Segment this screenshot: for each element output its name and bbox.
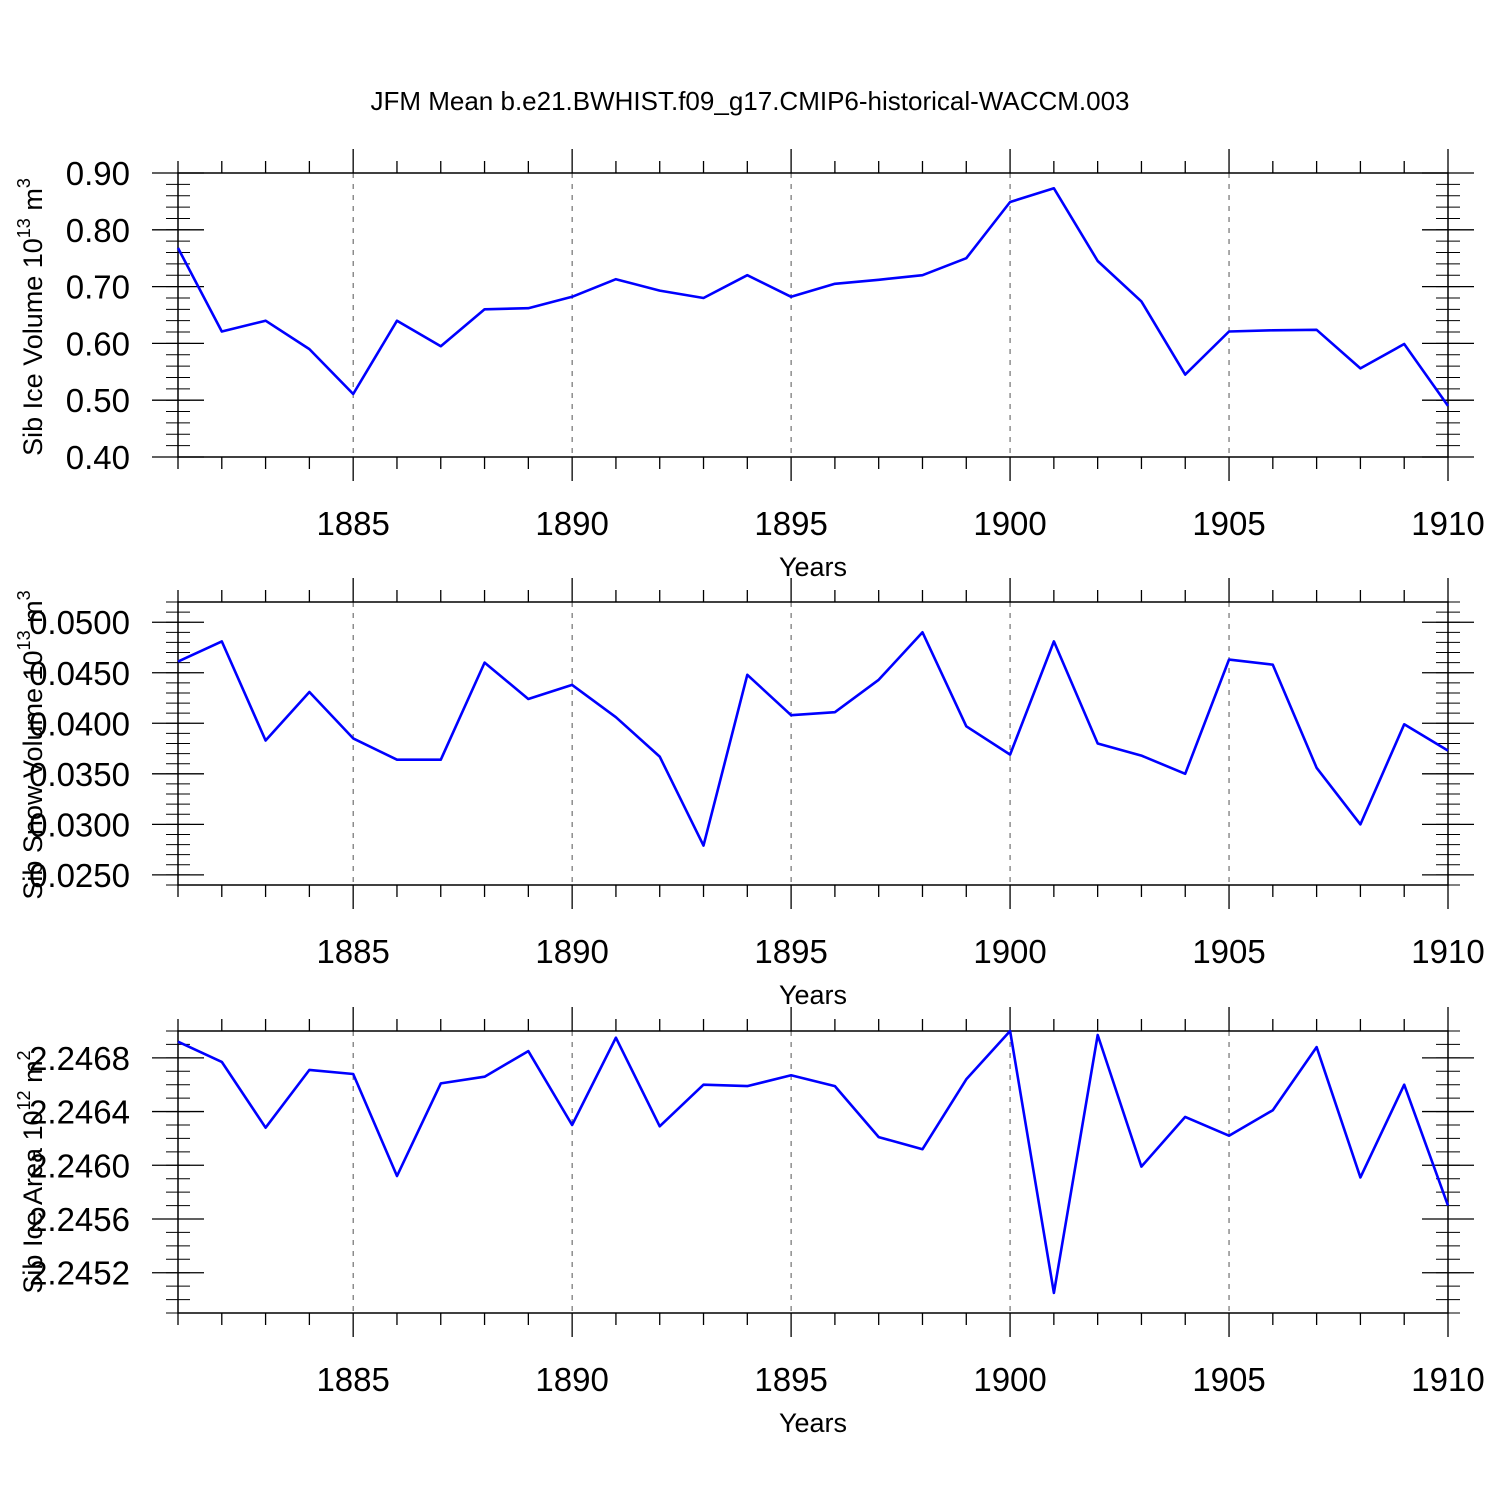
- chart-panel-2: 1885 1890 1895 1900 1905 1910 Years 0.0250 0.030…: [14, 578, 1485, 1010]
- x-axis-label: Years: [779, 980, 847, 1010]
- y-axis-label-main: Sib Ice Volume 10: [18, 238, 48, 456]
- y-axis-label-unit: m: [18, 600, 48, 630]
- y-tick-label: 0.0250: [29, 857, 130, 894]
- x-tick-label: 1910: [1411, 933, 1484, 970]
- y-axis-label-main: Sib Ice Area 10: [18, 1110, 48, 1293]
- y-tick-label: 0.70: [66, 269, 130, 306]
- y-tick-label: 0.0300: [29, 806, 130, 843]
- y-axis-label-unit: m: [18, 188, 48, 218]
- y-axis-label: Sib Ice Volume 1013 m3: [14, 178, 48, 456]
- x-tick-label: 1905: [1192, 933, 1265, 970]
- x-tick-label: 1910: [1411, 505, 1484, 542]
- series-line: [176, 187, 1450, 407]
- y-tick-label: 0.50: [66, 382, 130, 419]
- x-tick-label: 1895: [754, 933, 827, 970]
- x-tick-label: 1895: [754, 1361, 827, 1398]
- y-tick-label: 0.0500: [29, 604, 130, 641]
- y-axis-label: Sib Snow Volume 1013 m3: [14, 590, 48, 899]
- y-axis-label-unit: m: [18, 1060, 48, 1090]
- plot-frame: [177, 172, 1449, 458]
- figure-title: JFM Mean b.e21.BWHIST.f09_g17.CMIP6-hist…: [370, 86, 1129, 116]
- y-tick-label: 0.60: [66, 325, 130, 362]
- plot-frame: [177, 1030, 1449, 1314]
- x-tick-label: 1885: [316, 1361, 389, 1398]
- x-tick-label: 1885: [316, 933, 389, 970]
- series-line: [177, 1029, 1450, 1295]
- y-tick-label: 0.0350: [29, 756, 130, 793]
- y-axis-label-exponent: 12: [14, 1090, 34, 1110]
- y-axis-label-main: Sib Snow Volume 10: [18, 650, 48, 899]
- y-tick-label: 2.2464: [29, 1094, 130, 1131]
- x-tick-label: 1900: [973, 933, 1046, 970]
- x-tick-label: 1905: [1192, 505, 1265, 542]
- y-axis-label-exponent: 13: [14, 630, 34, 650]
- x-axis-label: Years: [779, 552, 847, 582]
- x-tick-label: 1905: [1192, 1361, 1265, 1398]
- y-axis-label-unit-exponent: 3: [14, 590, 34, 600]
- x-tick-label: 1890: [535, 933, 608, 970]
- x-tick-label: 1900: [973, 505, 1046, 542]
- x-tick-label: 1900: [973, 1361, 1046, 1398]
- y-tick-label: 0.80: [66, 212, 130, 249]
- y-axis-label-unit-exponent: 2: [14, 1050, 34, 1060]
- x-tick-label: 1895: [754, 505, 827, 542]
- x-tick-label: 1890: [535, 1361, 608, 1398]
- y-tick-label: 2.2452: [29, 1255, 130, 1292]
- series-line: [177, 630, 1449, 847]
- chart-panel-3: 1885 1890 1895 1900 1905 1910 Years 2.2452 2.245…: [14, 1007, 1485, 1438]
- y-tick-label: 2.2468: [29, 1040, 130, 1077]
- x-tick-label: 1890: [535, 505, 608, 542]
- y-axis-label-exponent: 13: [14, 218, 34, 238]
- chart-panels: 1885 1890 1895 1900 1905 1910 Years 0.40 0.50 0.6…: [14, 149, 1485, 1438]
- y-axis-label-unit-exponent: 3: [14, 178, 34, 188]
- y-tick-label: 0.0400: [29, 705, 130, 742]
- y-tick-label: 0.40: [66, 439, 130, 476]
- y-axis-label: Sib Ice Area 1012 m2: [14, 1050, 48, 1293]
- chart-panel-1: 1885 1890 1895 1900 1905 1910 Years 0.40 0.50 0.6…: [14, 149, 1485, 582]
- y-tick-label: 0.90: [66, 155, 130, 192]
- y-tick-label: 2.2460: [29, 1147, 130, 1184]
- x-axis-label: Years: [779, 1408, 847, 1438]
- y-tick-label: 2.2456: [29, 1201, 130, 1238]
- plot-frame: [177, 601, 1449, 886]
- y-tick-label: 0.0450: [29, 655, 130, 692]
- x-tick-label: 1885: [316, 505, 389, 542]
- x-tick-label: 1910: [1411, 1361, 1484, 1398]
